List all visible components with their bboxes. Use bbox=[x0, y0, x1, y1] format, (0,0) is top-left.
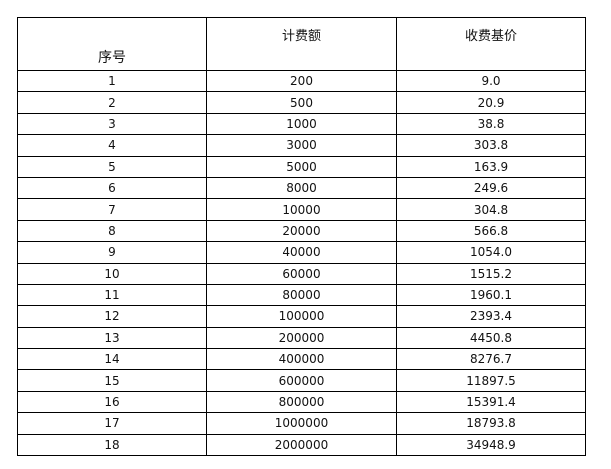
table-row: 2 500 20.9 bbox=[17, 91, 586, 114]
cell-base-price: 18793.8 bbox=[396, 412, 586, 435]
cell-index: 5 bbox=[17, 155, 207, 178]
cell-fee-amount: 60000 bbox=[206, 262, 397, 285]
cell-base-price: 9.0 bbox=[396, 69, 586, 93]
cell-base-price: 304.8 bbox=[396, 198, 586, 221]
cell-index: 12 bbox=[17, 305, 207, 328]
cell-fee-amount: 80000 bbox=[206, 283, 397, 307]
table-row: 3 1000 38.8 bbox=[17, 112, 586, 136]
cell-fee-amount: 20000 bbox=[206, 219, 397, 243]
cell-base-price: 11897.5 bbox=[396, 369, 586, 392]
table-row: 1 200 9.0 bbox=[17, 69, 586, 93]
cell-base-price: 249.6 bbox=[396, 176, 586, 200]
header-fee-amount: 计费额 bbox=[206, 17, 397, 71]
cell-base-price: 2393.4 bbox=[396, 305, 586, 328]
cell-index: 14 bbox=[17, 348, 207, 371]
cell-fee-amount: 2000000 bbox=[206, 433, 397, 457]
cell-base-price: 303.8 bbox=[396, 134, 586, 157]
cell-base-price: 4450.8 bbox=[396, 326, 586, 350]
cell-fee-amount: 200000 bbox=[206, 326, 397, 350]
cell-fee-amount: 800000 bbox=[206, 390, 397, 414]
cell-fee-amount: 100000 bbox=[206, 305, 397, 328]
table-row: 14 400000 8276.7 bbox=[17, 348, 586, 371]
table-row: 5 5000 163.9 bbox=[17, 155, 586, 178]
table-row: 16 800000 15391.4 bbox=[17, 390, 586, 414]
fee-table: 序号 计费额 收费基价 1 200 9.0 2 500 20.9 3 1000 38.8 4 300… bbox=[17, 17, 586, 457]
cell-index: 10 bbox=[17, 262, 207, 285]
cell-base-price: 15391.4 bbox=[396, 390, 586, 414]
cell-fee-amount: 10000 bbox=[206, 198, 397, 221]
cell-index: 16 bbox=[17, 390, 207, 414]
cell-index: 1 bbox=[17, 69, 207, 93]
cell-index: 4 bbox=[17, 134, 207, 157]
cell-index: 11 bbox=[17, 283, 207, 307]
table-row: 4 3000 303.8 bbox=[17, 134, 586, 157]
cell-index: 3 bbox=[17, 112, 207, 136]
cell-fee-amount: 8000 bbox=[206, 176, 397, 200]
cell-fee-amount: 600000 bbox=[206, 369, 397, 392]
cell-fee-amount: 200 bbox=[206, 69, 397, 93]
cell-index: 13 bbox=[17, 326, 207, 350]
cell-base-price: 34948.9 bbox=[396, 433, 586, 457]
header-base-price: 收费基价 bbox=[396, 17, 586, 71]
cell-fee-amount: 1000000 bbox=[206, 412, 397, 435]
cell-index: 18 bbox=[17, 433, 207, 457]
cell-fee-amount: 5000 bbox=[206, 155, 397, 178]
cell-base-price: 38.8 bbox=[396, 112, 586, 136]
table-row: 10 60000 1515.2 bbox=[17, 262, 586, 285]
cell-base-price: 566.8 bbox=[396, 219, 586, 243]
table-row: 12 100000 2393.4 bbox=[17, 305, 586, 328]
table-row: 8 20000 566.8 bbox=[17, 219, 586, 243]
cell-base-price: 1515.2 bbox=[396, 262, 586, 285]
cell-fee-amount: 3000 bbox=[206, 134, 397, 157]
cell-index: 9 bbox=[17, 241, 207, 264]
cell-fee-amount: 40000 bbox=[206, 241, 397, 264]
cell-fee-amount: 1000 bbox=[206, 112, 397, 136]
table-row: 15 600000 11897.5 bbox=[17, 369, 586, 392]
cell-index: 2 bbox=[17, 91, 207, 114]
table-row: 11 80000 1960.1 bbox=[17, 283, 586, 307]
cell-index: 17 bbox=[17, 412, 207, 435]
cell-base-price: 163.9 bbox=[396, 155, 586, 178]
header-row: 序号 计费额 收费基价 bbox=[17, 17, 586, 71]
cell-index: 8 bbox=[17, 219, 207, 243]
table-row: 17 1000000 18793.8 bbox=[17, 412, 586, 435]
cell-base-price: 1960.1 bbox=[396, 283, 586, 307]
table-row: 13 200000 4450.8 bbox=[17, 326, 586, 350]
cell-index: 6 bbox=[17, 176, 207, 200]
cell-fee-amount: 400000 bbox=[206, 348, 397, 371]
table-row: 6 8000 249.6 bbox=[17, 176, 586, 200]
cell-base-price: 20.9 bbox=[396, 91, 586, 114]
cell-index: 15 bbox=[17, 369, 207, 392]
cell-base-price: 8276.7 bbox=[396, 348, 586, 371]
cell-base-price: 1054.0 bbox=[396, 241, 586, 264]
table-row: 7 10000 304.8 bbox=[17, 198, 586, 221]
table-row: 9 40000 1054.0 bbox=[17, 241, 586, 264]
table-row: 18 2000000 34948.9 bbox=[17, 433, 586, 457]
header-index: 序号 bbox=[17, 17, 207, 71]
cell-index: 7 bbox=[17, 198, 207, 221]
cell-fee-amount: 500 bbox=[206, 91, 397, 114]
